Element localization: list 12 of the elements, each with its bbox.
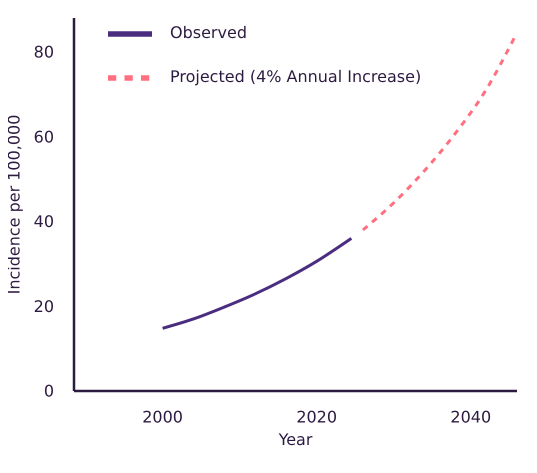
y-tick-label: 60 bbox=[34, 127, 54, 146]
y-tick-label: 20 bbox=[34, 296, 54, 316]
legend-label: Observed bbox=[170, 23, 247, 42]
x-tick-label: 2040 bbox=[450, 407, 492, 426]
line-series bbox=[161, 236, 353, 330]
x-tick-label: 2000 bbox=[142, 407, 183, 426]
y-tick-label: 40 bbox=[34, 212, 54, 232]
y-tick-label: 0 bbox=[44, 382, 54, 401]
y-tick-label: 80 bbox=[34, 42, 54, 62]
x-tick-label: 2020 bbox=[296, 407, 338, 426]
legend-label: Projected (4% Annual Increase) bbox=[170, 67, 422, 86]
x-axis-title: Year bbox=[278, 430, 313, 449]
